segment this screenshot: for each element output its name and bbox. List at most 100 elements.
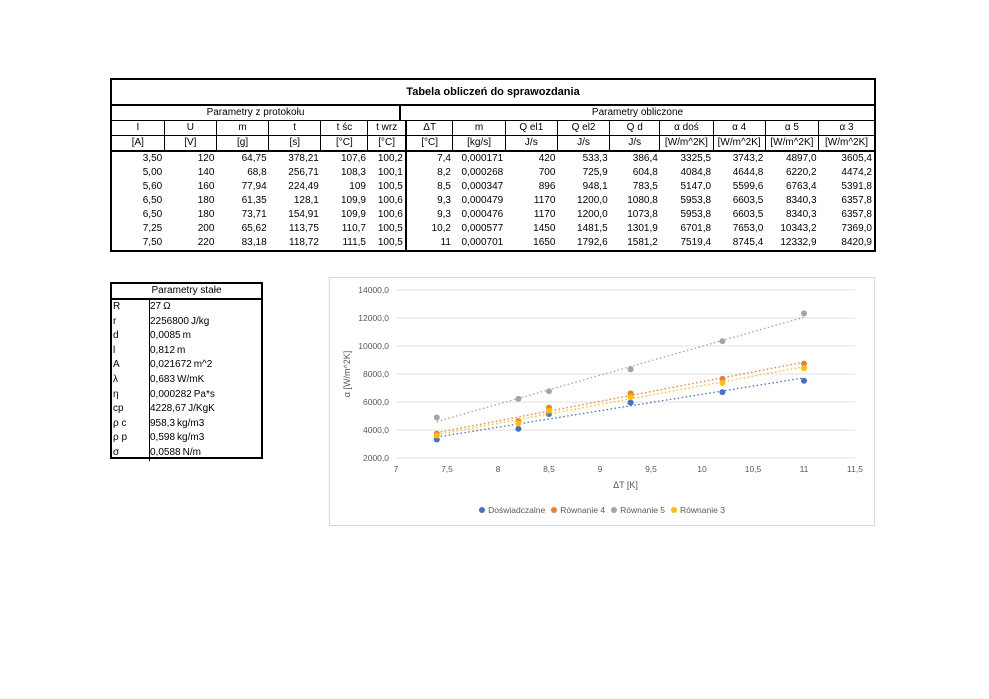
table-row: 3,50 120 64,75 378,21 107,6 100,2 7,4 0,000171 4…	[112, 151, 874, 166]
column-header-cell: t	[268, 121, 321, 136]
table-row-cell: 4897,0	[785, 153, 817, 164]
table-row-cell: 77,94	[241, 181, 267, 192]
table-row: 6,50 180 73,71 154,91 109,9 100,6 9,3 0,000476 1…	[112, 208, 874, 222]
column-header-cell: m	[215, 121, 269, 136]
table-row-cell: 896	[538, 181, 556, 192]
column-header-cell: α 4	[712, 121, 766, 136]
constant-value: 0,0085	[150, 330, 181, 342]
table-row-cell: 5,00	[142, 167, 163, 178]
table-row-cell: 8,5	[437, 181, 451, 192]
constant-value: 0,0588	[150, 446, 181, 458]
data-point	[546, 407, 552, 414]
constant-name: cp	[112, 402, 150, 417]
constant-unit: Pa*s	[193, 388, 215, 400]
table-row-cell: 4084,8	[680, 167, 712, 178]
table-row-cell: 154,91	[288, 209, 319, 220]
data-point	[627, 399, 634, 406]
table-row-cell: 3743,2	[732, 153, 764, 164]
data-point	[801, 360, 807, 367]
data-point	[546, 388, 552, 395]
group-calculated-params: Parametry obliczone	[591, 107, 684, 118]
table-row-cell: 6763,4	[785, 181, 817, 192]
table-row-cell: 9,3	[437, 195, 451, 206]
table-row-cell: 12332,9	[780, 237, 817, 248]
constant-row: ρ p 0,598 kg/m3	[112, 431, 261, 446]
constant-unit: kg/m3	[177, 432, 205, 444]
data-point	[515, 395, 522, 402]
legend-marker	[611, 507, 618, 513]
table-row-cell: 110,7	[341, 223, 366, 234]
column-header-cell: ΔT	[404, 121, 453, 136]
table-row-cell: 100,6	[367, 194, 407, 208]
table-row-cell: 256,71	[288, 167, 319, 178]
unit-header-cell: [°C]	[320, 135, 368, 152]
table-row-cell: 224,49	[288, 181, 319, 192]
y-axis-label: α [W/m^2K]	[342, 351, 352, 397]
y-tick-label: 2000,0	[363, 453, 389, 463]
table-row-cell: 5,60	[142, 181, 163, 192]
table-row-cell: 948,1	[582, 181, 608, 192]
data-point	[627, 393, 634, 400]
table-row-cell: 128,1	[293, 195, 319, 206]
table-row-cell: 65,62	[241, 223, 267, 234]
legend-item: Równanie 3	[671, 505, 725, 515]
table-row-cell: 6357,8	[841, 195, 872, 206]
unit-header-cell: [W/m^2K]	[712, 135, 766, 152]
chart-legend: Doświadczalne Równanie 4 Równanie 5 Równani…	[330, 505, 874, 515]
constant-value: 0,021672	[150, 359, 192, 371]
x-tick-label: 9,5	[645, 464, 657, 474]
constant-name: η	[112, 387, 150, 403]
constant-value: 2256800	[150, 315, 189, 327]
unit-header: [A] [V] [g] [s] [°C] [°C] [°C] [kg/s] J/s J/s J/s[…	[112, 135, 874, 152]
table-row-cell: 108,3	[340, 167, 366, 178]
y-tick-label: 14000,0	[358, 285, 389, 295]
trendline-2	[436, 316, 805, 423]
constant-value: 4228,67	[150, 403, 187, 415]
table-row-cell: 1792,6	[577, 237, 608, 248]
table-row-cell: 8745,4	[732, 237, 764, 248]
column-header-cell: m	[452, 121, 506, 136]
constant-name: l	[112, 343, 150, 359]
table-row-cell: 180	[197, 195, 215, 206]
table-row-cell: 100,2	[367, 151, 407, 166]
column-header-cell: α 3	[818, 121, 874, 136]
x-tick-label: 8,5	[543, 464, 555, 474]
constant-row: η 0,000282 Pa*s	[112, 387, 261, 403]
data-point	[433, 414, 440, 421]
table-row-cell: 10,2	[431, 223, 451, 234]
table-row-cell: 7519,4	[680, 237, 712, 248]
table-row-cell: 378,21	[288, 153, 319, 164]
table-row-cell: 8340,3	[785, 209, 817, 220]
constant-name: A	[112, 358, 150, 373]
constant-unit: m	[182, 330, 191, 342]
legend-label: Równanie 3	[680, 505, 725, 515]
table-row-cell: 1080,8	[627, 195, 658, 206]
constant-value: 0,812	[150, 344, 176, 356]
legend-label: Równanie 5	[620, 505, 666, 515]
unit-header-cell: J/s	[609, 135, 660, 152]
table-row: 7,50 220 83,18 118,72 111,5 100,5 11 0,000701 16…	[112, 236, 874, 250]
constant-value: 958,3	[150, 417, 176, 429]
table-row-cell: 73,71	[241, 209, 267, 220]
y-tick-label: 8000,0	[363, 369, 389, 379]
table-row-cell: 3,50	[142, 153, 163, 164]
column-header-cell: Q d	[609, 121, 660, 136]
table-row-cell: 118,72	[289, 237, 319, 248]
table-row-cell: 6701,8	[680, 223, 712, 234]
constant-value: 0,598	[150, 432, 176, 444]
constant-unit: W/mK	[177, 373, 205, 385]
unit-header-cell: [kg/s]	[452, 135, 506, 152]
table-row-cell: 6220,2	[785, 167, 817, 178]
unit-header-cell: [W/m^2K]	[818, 135, 874, 152]
table-row-cell: 61,35	[241, 195, 267, 206]
calculation-table-title: Tabela obliczeń do sprawozdania	[112, 80, 874, 106]
table-row-cell: 7,4	[437, 153, 451, 164]
constant-row: R 27 Ω	[112, 300, 261, 315]
table-row-cell: 64,75	[241, 153, 267, 164]
chart-plot: 2000,0 4000,0 6000,0 8000,0 10000,0 12000,0 14…	[342, 285, 863, 490]
data-point	[719, 389, 726, 396]
constant-name: ρ p	[112, 431, 150, 446]
table-row-cell: 83,18	[241, 237, 267, 248]
column-header-cell: t wrz	[367, 121, 407, 136]
table-row-cell: 386,4	[632, 153, 658, 164]
